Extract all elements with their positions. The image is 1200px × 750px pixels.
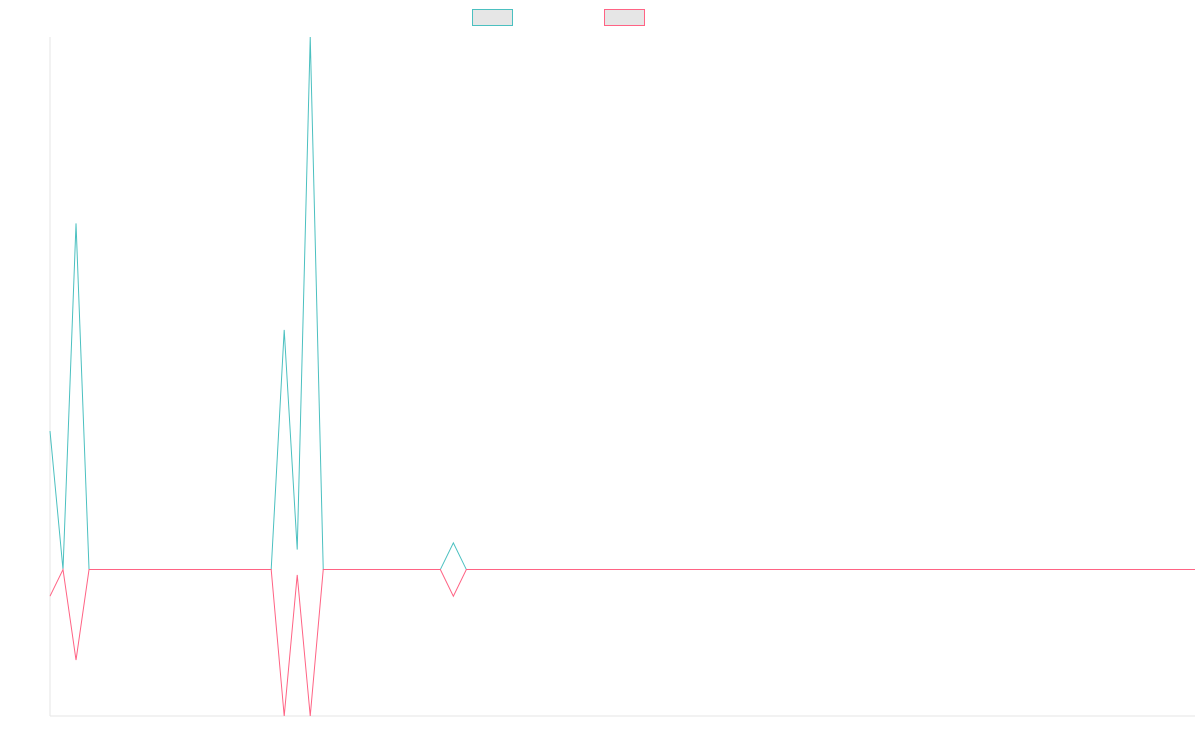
plot-area (49, 36, 1195, 717)
legend-swatch-1 (472, 9, 513, 26)
axes (49, 37, 1195, 717)
legend (472, 9, 645, 26)
series-line-1 (49, 36, 1195, 571)
series-line-2 (49, 567, 1195, 717)
legend-swatch-2 (604, 9, 645, 26)
